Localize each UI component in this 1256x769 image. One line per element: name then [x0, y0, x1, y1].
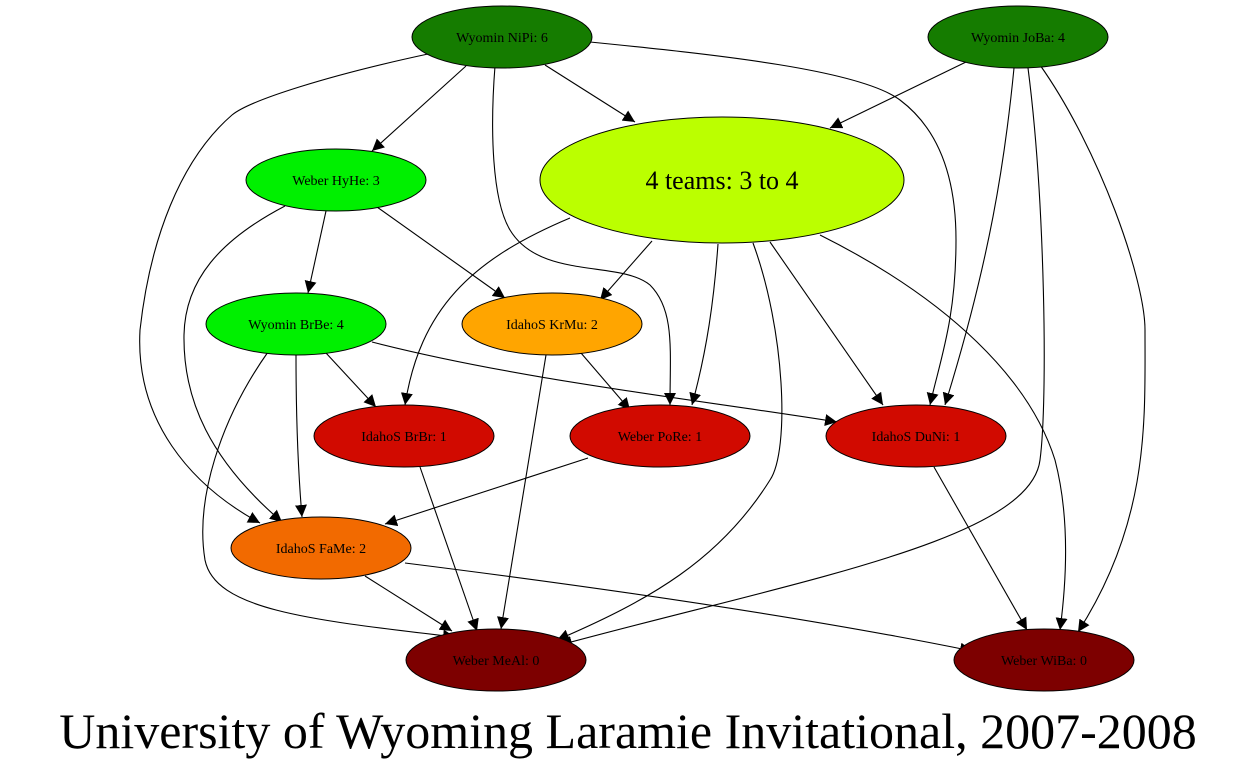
edge-joba-group — [829, 61, 967, 129]
node-label-pore: Weber PoRe: 1 — [618, 430, 702, 445]
edge-joba-duni — [942, 67, 1015, 406]
edge-krmu-pore — [580, 352, 631, 411]
node-wiba: Weber WiBa: 0 — [953, 628, 1135, 692]
node-hyhe: Weber HyHe: 3 — [245, 148, 427, 212]
node-ellipse-joba — [927, 5, 1109, 69]
edge-hyhe-brbe — [304, 210, 327, 294]
node-meal: Weber MeAl: 0 — [405, 628, 587, 692]
edge-krmu-meal — [497, 354, 547, 630]
edge-duni-wiba — [933, 466, 1028, 631]
edge-pore-fame — [384, 457, 589, 526]
nodes: Wyomin NiPi: 6 Wyomin JoBa: 4 Weber HyHe: … — [205, 5, 1135, 692]
edge-group-pore — [689, 243, 719, 406]
edge-group-krmu — [599, 240, 653, 301]
edge-nipi-hyhe — [371, 65, 467, 152]
node-krmu: IdahoS KrMu: 2 — [461, 292, 643, 356]
edge-group-meal — [556, 242, 783, 641]
node-label-nipi: Wyomin NiPi: 6 — [456, 31, 548, 46]
node-ellipse-krmu — [461, 292, 643, 356]
edge-brbe-fame — [295, 354, 307, 518]
edge-group-brbr — [400, 217, 571, 406]
node-label-joba: Wyomin JoBa: 4 — [971, 31, 1065, 46]
edge-joba-meal — [559, 67, 1045, 648]
edge-nipi-fame — [139, 53, 429, 524]
edge-brbe-duni — [371, 341, 838, 427]
node-label-krmu: IdahoS KrMu: 2 — [506, 318, 598, 333]
edge-joba-wiba — [1039, 64, 1146, 633]
node-ellipse-nipi — [411, 5, 593, 69]
node-label-group: 4 teams: 3 to 4 — [645, 166, 798, 195]
node-ellipse-brbe — [205, 292, 387, 356]
node-ellipse-pore — [569, 404, 751, 468]
node-ellipse-wiba — [953, 628, 1135, 692]
edge-brbe-brbr — [325, 352, 377, 408]
edge-fame-meal — [364, 575, 453, 632]
edge-nipi-group — [544, 64, 636, 123]
node-label-hyhe: Weber HyHe: 3 — [292, 174, 380, 189]
edge-hyhe-krmu — [376, 206, 506, 299]
node-ellipse-hyhe — [245, 148, 427, 212]
edge-nipi-duni — [589, 41, 957, 406]
node-label-meal: Weber MeAl: 0 — [453, 654, 540, 669]
edge-nipi-pore — [492, 65, 677, 406]
edge-group-duni — [769, 241, 884, 406]
node-joba: Wyomin JoBa: 4 — [927, 5, 1109, 69]
edges — [139, 41, 1146, 655]
node-brbr: IdahoS BrBr: 1 — [313, 404, 495, 468]
edge-brbr-meal — [419, 466, 479, 632]
node-ellipse-group — [539, 116, 905, 244]
edge-group-wiba — [819, 234, 1068, 631]
node-duni: IdahoS DuNi: 1 — [825, 404, 1007, 468]
edge-brbe-meal — [202, 351, 456, 642]
node-fame: IdahoS FaMe: 2 — [230, 516, 412, 580]
node-label-duni: IdahoS DuNi: 1 — [872, 430, 961, 445]
node-brbe: Wyomin BrBe: 4 — [205, 292, 387, 356]
graph-title: University of Wyoming Laramie Invitation… — [59, 703, 1197, 759]
edge-fame-wiba — [404, 562, 973, 655]
node-ellipse-fame — [230, 516, 412, 580]
node-label-brbr: IdahoS BrBr: 1 — [361, 430, 447, 445]
edge-hyhe-fame — [183, 205, 286, 523]
node-group: 4 teams: 3 to 4 — [539, 116, 905, 244]
node-pore: Weber PoRe: 1 — [569, 404, 751, 468]
node-label-fame: IdahoS FaMe: 2 — [276, 542, 366, 557]
node-ellipse-brbr — [313, 404, 495, 468]
node-nipi: Wyomin NiPi: 6 — [411, 5, 593, 69]
node-label-wiba: Weber WiBa: 0 — [1001, 654, 1087, 669]
node-ellipse-duni — [825, 404, 1007, 468]
node-ellipse-meal — [405, 628, 587, 692]
node-label-brbe: Wyomin BrBe: 4 — [248, 318, 344, 333]
